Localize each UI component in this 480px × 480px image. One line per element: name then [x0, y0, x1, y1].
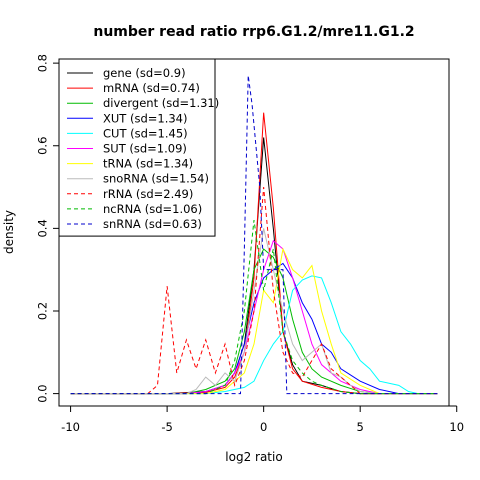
legend-label: mRNA (sd=0.74) [103, 81, 200, 95]
x-tick-label: 10 [449, 420, 464, 434]
legend-label: XUT (sd=1.34) [103, 111, 187, 125]
y-tick-label: 0.4 [36, 219, 50, 237]
x-tick-label: 0 [260, 420, 267, 434]
y-tick-label: 0.2 [36, 302, 50, 320]
y-axis-label: density [2, 210, 16, 254]
series-line-8 [70, 187, 438, 395]
x-tick-label: -10 [61, 420, 80, 434]
legend-label: snRNA (sd=0.63) [103, 217, 202, 231]
x-axis: -10 -5 0 5 10 [61, 405, 464, 434]
series-line-7 [70, 228, 438, 395]
y-tick-label: 0.8 [36, 54, 50, 72]
chart-title: number read ratio rrp6.G1.2/mre11.G1.2 [93, 24, 414, 40]
legend-label: rRNA (sd=2.49) [103, 187, 193, 201]
legend-label: ncRNA (sd=1.06) [103, 202, 202, 216]
legend-label: CUT (sd=1.45) [103, 126, 188, 140]
legend-label: SUT (sd=1.09) [103, 142, 187, 156]
y-tick-label: 0.0 [36, 384, 50, 402]
legend-label: snoRNA (sd=1.54) [103, 172, 209, 186]
y-tick-label: 0.6 [36, 137, 50, 155]
x-tick-label: 5 [357, 420, 364, 434]
series-line-4 [70, 275, 438, 395]
legend-label: tRNA (sd=1.34) [103, 157, 193, 171]
plot-area [70, 75, 438, 395]
legend-label: divergent (sd=1.31) [103, 96, 219, 110]
x-tick-label: -5 [161, 420, 172, 434]
legend-label: gene (sd=0.9) [103, 66, 186, 80]
series-line-9 [70, 220, 438, 395]
legend: gene (sd=0.9)mRNA (sd=0.74)divergent (sd… [58, 58, 219, 237]
x-axis-label: log2 ratio [225, 450, 282, 464]
series-line-10 [70, 75, 438, 395]
